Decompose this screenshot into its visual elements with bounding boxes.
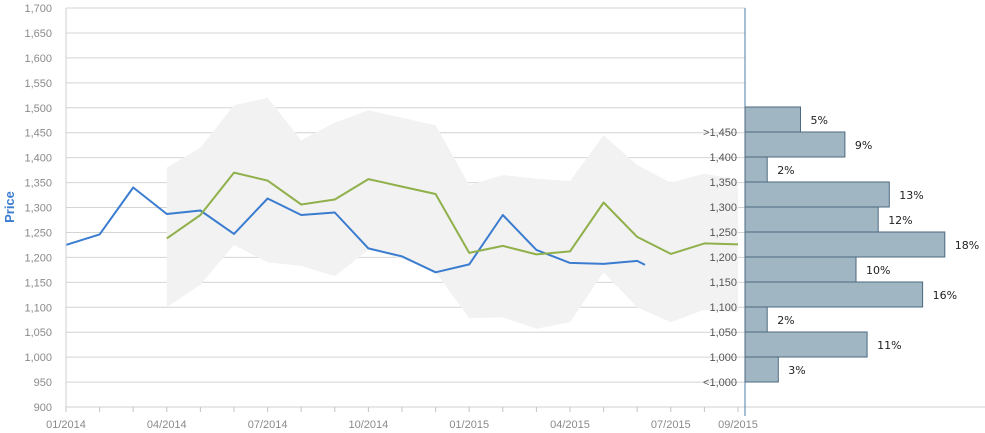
distribution-bin-label: 1,350	[709, 177, 737, 189]
y-tick-label: 1,150	[24, 277, 52, 289]
distribution-bin-label: 1,150	[709, 277, 737, 289]
price-distribution: <1,000 3% 1,000 11% 1,050 2% 1,100 16% 1,150 10% 1…	[703, 106, 979, 389]
distribution-bar	[744, 156, 768, 183]
distribution-value-label: 16%	[933, 289, 957, 302]
distribution-bin-label: 1,100	[709, 302, 737, 314]
distribution-value-label: 13%	[899, 189, 923, 202]
x-tick-label: 01/2015	[449, 419, 489, 431]
price-range-band	[166, 97, 739, 329]
x-tick-label: 07/2015	[651, 419, 691, 431]
x-tick-label: 01/2014	[46, 419, 86, 431]
distribution-bin-label: 1,250	[709, 227, 737, 239]
y-tick-label: 1,500	[24, 103, 52, 115]
distribution-bin-label: 1,200	[709, 252, 737, 264]
y-tick-label: 1,400	[24, 153, 52, 165]
y-tick-label: 1,650	[24, 28, 52, 40]
distribution-value-label: 2%	[777, 164, 794, 177]
distribution-value-label: 18%	[955, 239, 979, 252]
distribution-bin-label: >1,450	[703, 127, 737, 139]
x-tick-label: 04/2014	[147, 419, 187, 431]
price-series	[65, 171, 739, 274]
distribution-bin-label: 1,000	[709, 352, 737, 364]
distribution-bar	[744, 281, 924, 308]
distribution-value-label: 5%	[811, 114, 828, 127]
distribution-value-label: 12%	[888, 214, 912, 227]
distribution-bar	[744, 356, 779, 383]
price-line-1	[65, 186, 646, 274]
distribution-value-label: 2%	[777, 314, 794, 327]
y-tick-label: 1,550	[24, 78, 52, 90]
distribution-bar	[744, 256, 857, 283]
y-tick-label: 1,200	[24, 252, 52, 264]
distribution-bin-label: <1,000	[703, 377, 737, 389]
x-tick-label: 09/2015	[718, 419, 758, 431]
distribution-value-label: 9%	[855, 139, 872, 152]
distribution-value-label: 3%	[788, 364, 805, 377]
distribution-bin-label: 1,300	[709, 202, 737, 214]
distribution-value-label: 11%	[877, 339, 901, 352]
y-tick-labels: 900 950 1,000 1,050 1,100 1,150 1,200 1,250 1,30…	[24, 3, 52, 414]
y-tick-label: 1,350	[24, 178, 52, 190]
distribution-bar	[744, 331, 868, 358]
distribution-bin-label: 1,050	[709, 327, 737, 339]
y-tick-label: 1,700	[24, 3, 52, 15]
price-line-2	[166, 171, 739, 256]
y-axis-title: Price	[2, 191, 17, 223]
y-tick-label: 900	[34, 402, 52, 414]
y-tick-label: 1,250	[24, 227, 52, 239]
distribution-bar	[744, 181, 890, 208]
y-tick-label: 1,100	[24, 302, 52, 314]
x-tick-label: 04/2015	[550, 419, 590, 431]
y-tick-label: 950	[34, 377, 52, 389]
y-tick-label: 1,450	[24, 128, 52, 140]
distribution-bar	[744, 106, 801, 133]
distribution-value-label: 10%	[866, 264, 890, 277]
x-tick-label: 07/2014	[248, 419, 288, 431]
x-tick-label: 10/2014	[349, 419, 389, 431]
distribution-bar	[744, 131, 846, 158]
distribution-bin-label: 1,400	[709, 152, 737, 164]
y-tick-label: 1,300	[24, 203, 52, 215]
y-tick-label: 1,050	[24, 327, 52, 339]
y-tick-label: 1,000	[24, 352, 52, 364]
distribution-bar	[744, 206, 879, 233]
y-tick-label: 1,600	[24, 53, 52, 65]
range-band-area	[166, 97, 739, 329]
x-tick-labels: 01/2014 04/2014 07/2014 10/2014 01/2015 04/20…	[46, 419, 758, 431]
distribution-bar	[744, 231, 946, 258]
distribution-bar	[744, 306, 768, 333]
